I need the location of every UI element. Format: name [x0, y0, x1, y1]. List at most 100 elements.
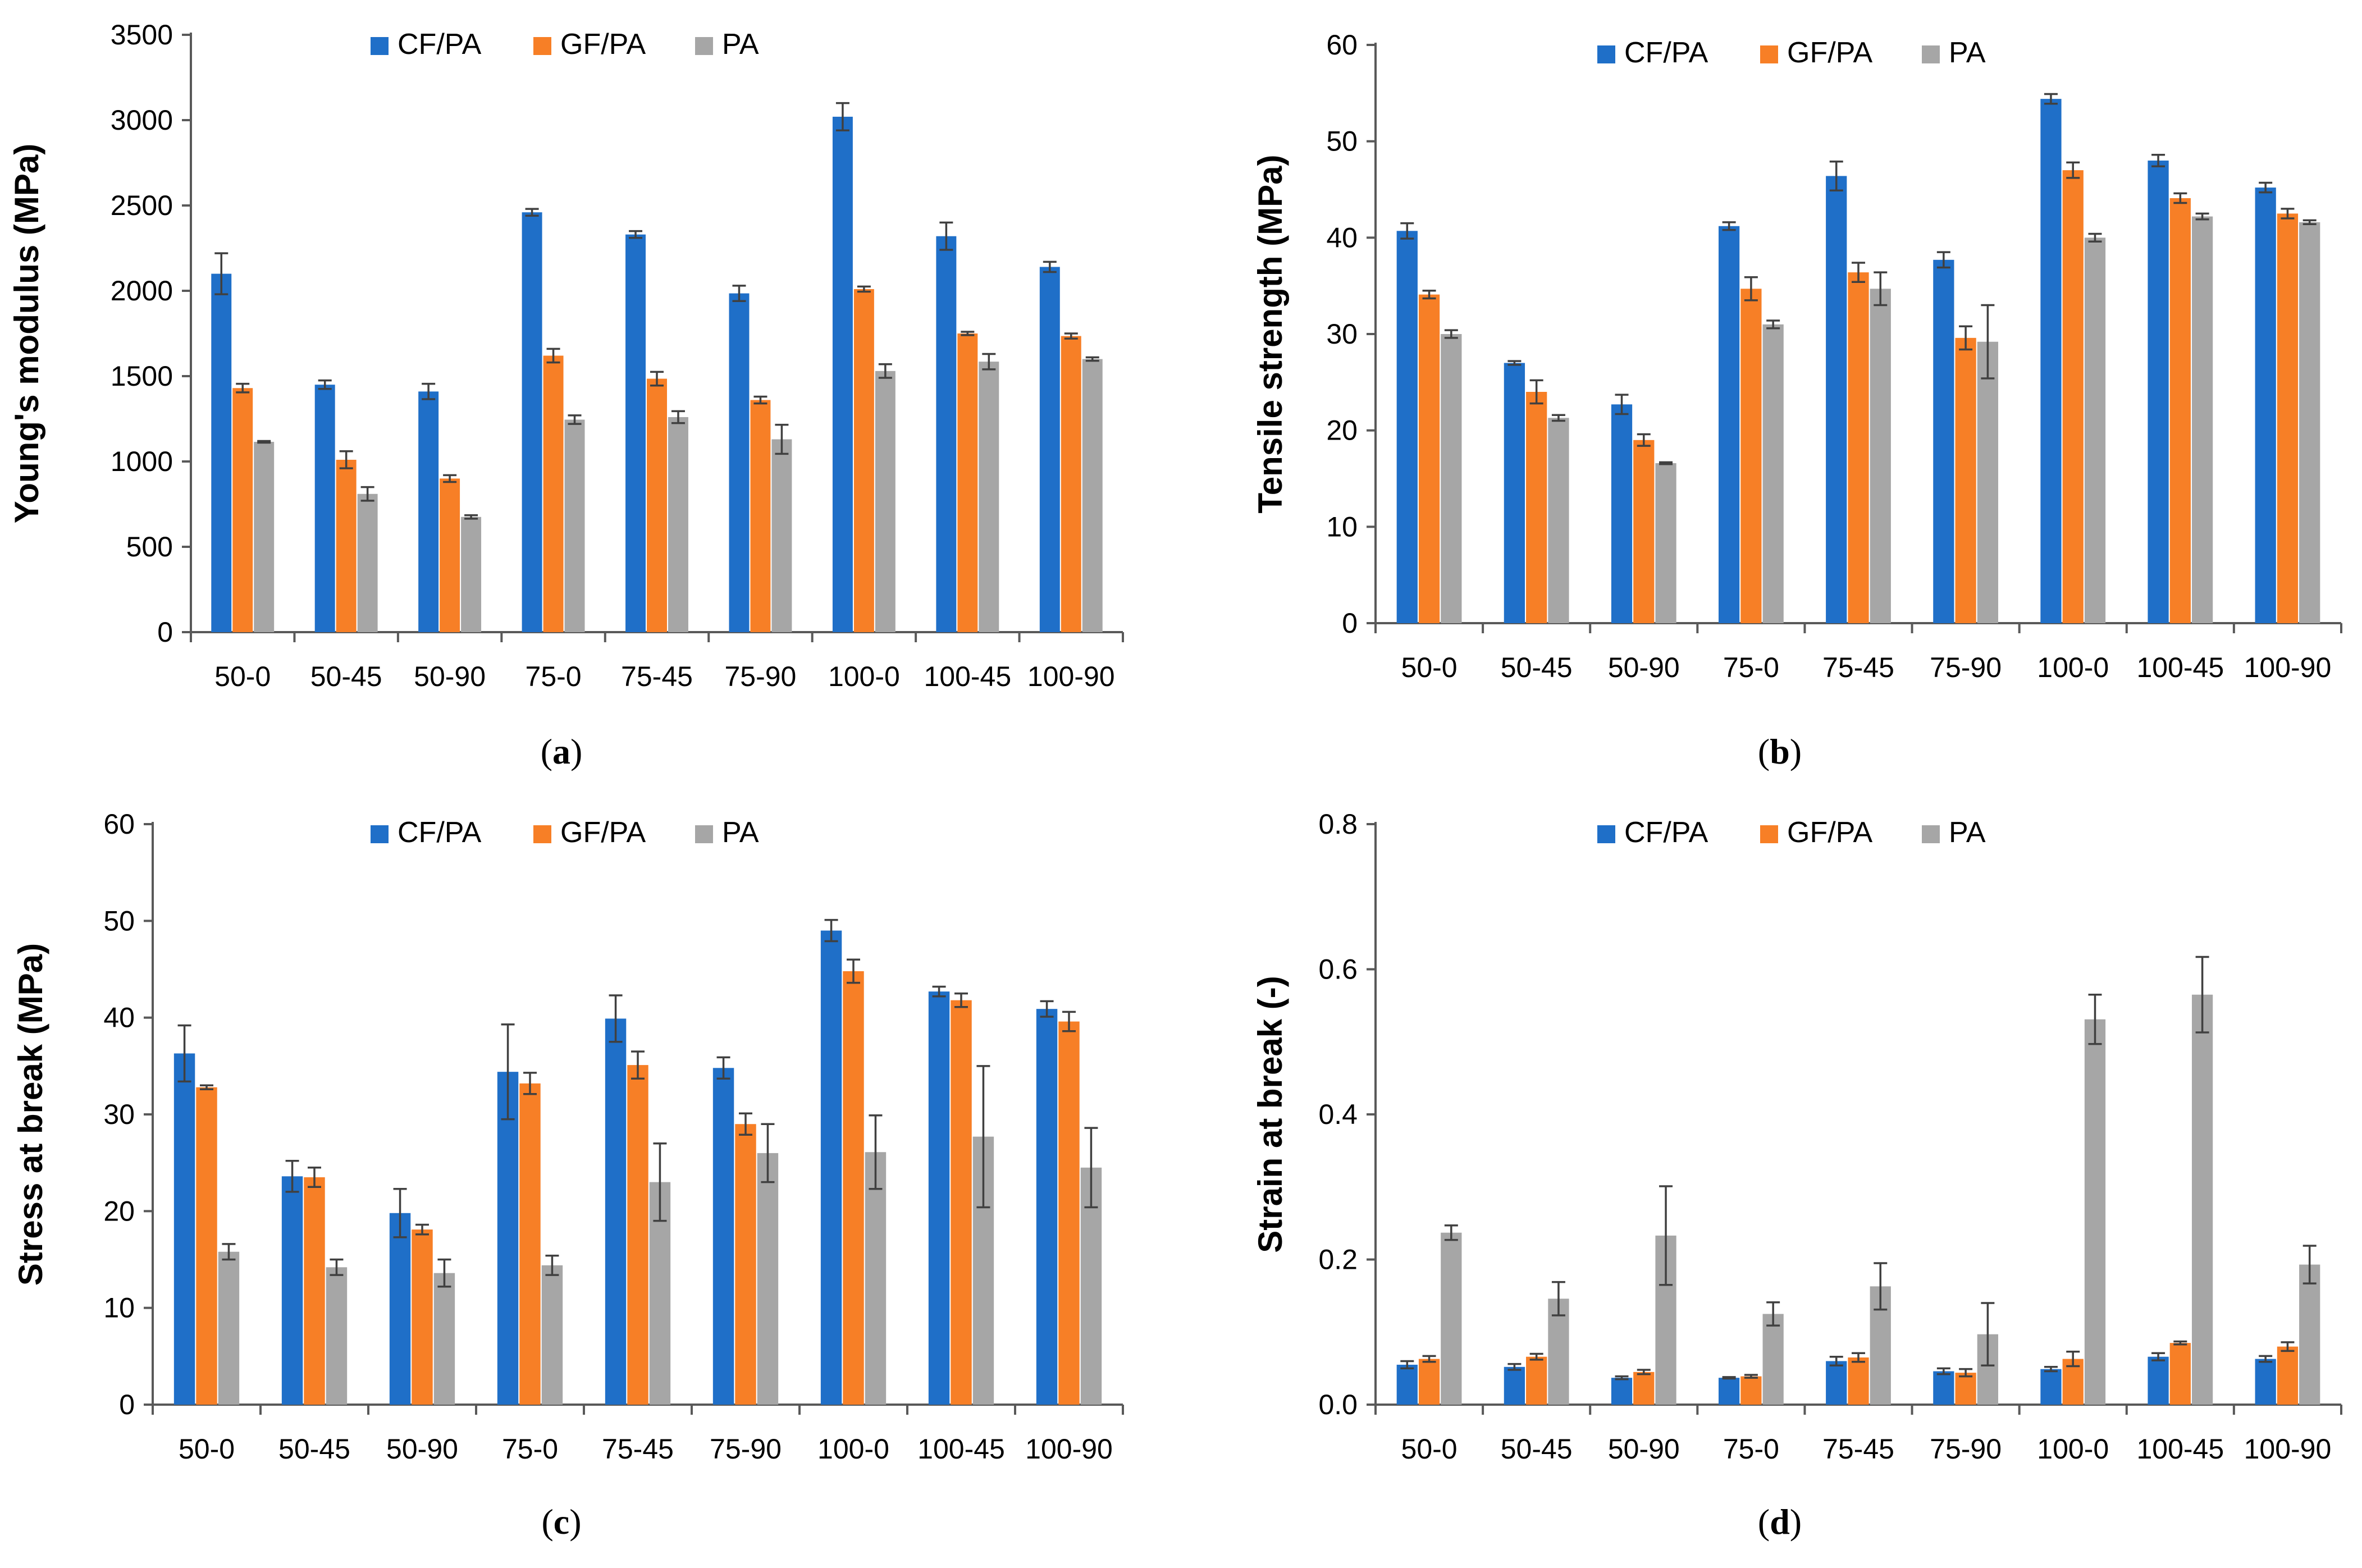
bar-gfpa-100-45 — [957, 333, 978, 632]
y-tick-label: 0.0 — [1318, 1389, 1358, 1420]
bar-cfpa-50-0 — [211, 273, 232, 633]
y-tick-label: 0 — [157, 616, 173, 648]
legend-swatch-cfpa — [371, 37, 389, 55]
legend-swatch-pa — [1922, 825, 1940, 843]
bar-gfpa-50-90 — [412, 1229, 433, 1405]
x-tick-label: 100-45 — [917, 1433, 1005, 1465]
legend-label: CF/PA — [398, 816, 482, 849]
y-tick-label: 20 — [103, 1195, 135, 1227]
bar-cfpa-50-90 — [1611, 1378, 1633, 1405]
bar-cfpa-50-90 — [389, 1213, 411, 1405]
x-tick-label: 75-45 — [1822, 652, 1894, 683]
legend-label: CF/PA — [1624, 36, 1708, 69]
bar-pa-75-0 — [1762, 1314, 1784, 1405]
x-tick-label: 50-0 — [179, 1433, 235, 1465]
bar-gfpa-75-45 — [1848, 272, 1869, 624]
bar-cfpa-100-90 — [2255, 188, 2276, 624]
bar-pa-100-45 — [2191, 994, 2213, 1405]
bar-cfpa-75-45 — [605, 1018, 627, 1405]
bar-cfpa-100-45 — [936, 236, 957, 633]
bar-pa-50-45 — [326, 1267, 348, 1405]
legend-swatch-pa — [695, 825, 713, 843]
bar-gfpa-100-0 — [2062, 170, 2084, 624]
bar-pa-75-90 — [771, 439, 792, 632]
bar-cfpa-100-45 — [2148, 161, 2169, 623]
y-tick-label: 60 — [1326, 29, 1358, 61]
bar-pa-75-90 — [757, 1153, 779, 1405]
legend-label: GF/PA — [1787, 816, 1872, 849]
bar-cfpa-75-90 — [1933, 1371, 1954, 1405]
bar-cfpa-50-45 — [1504, 1366, 1525, 1405]
bar-pa-50-0 — [254, 442, 275, 632]
x-tick-label: 50-45 — [278, 1433, 350, 1465]
bar-pa-100-0 — [2084, 1019, 2106, 1405]
y-tick-label: 2500 — [111, 190, 173, 221]
bar-cfpa-100-90 — [1036, 1009, 1058, 1405]
bar-pa-100-0 — [875, 371, 896, 632]
bar-pa-75-45 — [1870, 289, 1891, 623]
bar-gfpa-75-0 — [543, 355, 564, 632]
bar-pa-100-90 — [2299, 1264, 2320, 1405]
y-tick-label: 0 — [119, 1389, 135, 1420]
x-tick-label: 50-90 — [1608, 1433, 1680, 1465]
bar-cfpa-100-0 — [2040, 1369, 2062, 1405]
bar-pa-100-90 — [1082, 359, 1103, 632]
y-tick-label: 30 — [1326, 318, 1358, 350]
bar-gfpa-50-45 — [1526, 1356, 1547, 1405]
bar-cfpa-75-0 — [497, 1072, 519, 1405]
y-tick-label: 0.2 — [1318, 1244, 1358, 1276]
bar-pa-75-0 — [564, 419, 585, 632]
panel-label: (d) — [1758, 1502, 1802, 1542]
y-tick-label: 0.6 — [1318, 954, 1358, 985]
chart-panel-b: 0 10 20 30 40 50 60 50-0 50-45 50-90 75-0 75-45 75-9… — [1251, 29, 2342, 771]
y-tick-label: 3000 — [111, 104, 173, 136]
x-tick-label: 50-90 — [414, 661, 486, 692]
bar-cfpa-75-0 — [1718, 1378, 1740, 1405]
bar-pa-75-0 — [541, 1265, 563, 1405]
legend-label: GF/PA — [560, 28, 646, 61]
panel-label: (b) — [1758, 732, 1802, 771]
bar-cfpa-100-45 — [2148, 1356, 2169, 1405]
legend-label: CF/PA — [1624, 816, 1708, 849]
bar-pa-50-90 — [433, 1273, 455, 1405]
bar-gfpa-100-45 — [2169, 198, 2191, 623]
x-tick-label: 50-90 — [1608, 652, 1680, 683]
bar-gfpa-50-90 — [1633, 440, 1655, 623]
bar-cfpa-75-0 — [1718, 226, 1740, 623]
x-tick-label: 100-45 — [2136, 652, 2224, 683]
bar-cfpa-50-0 — [1396, 231, 1418, 624]
bar-pa-75-90 — [1977, 341, 1999, 623]
bar-cfpa-50-0 — [173, 1053, 195, 1405]
y-tick-label: 10 — [1326, 511, 1358, 542]
bar-gfpa-75-45 — [647, 378, 667, 632]
x-tick-label: 100-45 — [924, 661, 1011, 692]
x-tick-label: 100-90 — [2244, 652, 2332, 683]
chart-panel-c: 0 10 20 30 40 50 60 50-0 50-45 50-90 75-0 75-45 75-9… — [12, 808, 1124, 1542]
x-tick-label: 100-90 — [2244, 1433, 2332, 1465]
y-axis-title: Strain at break (-) — [1251, 976, 1289, 1252]
x-tick-label: 75-90 — [1930, 652, 2002, 683]
bar-pa-100-90 — [2299, 222, 2320, 623]
bar-gfpa-50-90 — [440, 478, 460, 632]
bar-cfpa-50-45 — [1504, 363, 1525, 623]
y-tick-label: 50 — [103, 905, 135, 936]
x-tick-label: 50-0 — [1401, 1433, 1458, 1465]
bar-pa-100-0 — [2084, 237, 2106, 623]
x-tick-label: 75-0 — [1723, 1433, 1779, 1465]
bar-gfpa-50-45 — [304, 1177, 325, 1405]
bar-cfpa-100-90 — [1039, 267, 1060, 632]
legend-swatch-cfpa — [1597, 825, 1615, 843]
bar-pa-50-90 — [1655, 463, 1676, 623]
bar-cfpa-50-90 — [1611, 404, 1633, 623]
bar-gfpa-75-0 — [1740, 1376, 1762, 1405]
bar-gfpa-100-45 — [2169, 1343, 2191, 1405]
x-tick-label: 100-0 — [2037, 652, 2109, 683]
bar-cfpa-100-90 — [2255, 1359, 2276, 1405]
x-tick-label: 50-45 — [1501, 1433, 1573, 1465]
bar-gfpa-100-0 — [843, 971, 864, 1405]
legend-swatch-pa — [1922, 45, 1940, 63]
bar-cfpa-50-90 — [418, 391, 439, 632]
y-tick-label: 30 — [103, 1099, 135, 1130]
y-tick-label: 0.4 — [1318, 1099, 1358, 1130]
